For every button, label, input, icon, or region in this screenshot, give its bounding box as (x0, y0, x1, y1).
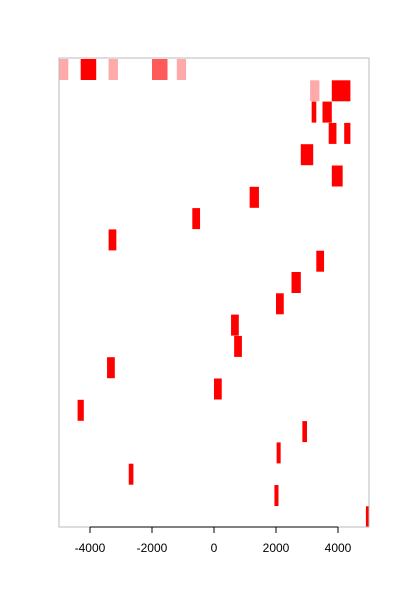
x-tick-label-4: 4000 (325, 541, 352, 555)
bar-row-2-seg-5-1 (322, 101, 332, 123)
bar-row-14-seg-17-0 (107, 357, 115, 379)
bar-row-0-seg-0-2 (176, 59, 187, 80)
bar-row-2-seg-5-0 (311, 101, 317, 123)
bar-row-15-seg-18-0 (214, 378, 222, 400)
bar-row-12-seg-15-0 (231, 314, 239, 336)
bar-row-19-seg-22-0 (128, 463, 134, 485)
x-axis: -4000 -2000 0 2000 4000 (75, 526, 352, 555)
bar-row-8-seg-11-0 (108, 229, 117, 251)
x-tick-label-2: 0 (211, 541, 218, 555)
bar-row-5-seg-8-0 (331, 165, 343, 187)
bar-row-18-seg-21-0 (276, 442, 281, 464)
bar-row-0-seg-0-0 (59, 59, 69, 80)
bar-row-0-seg-1-0 (80, 59, 97, 80)
plot-frame (58, 57, 370, 528)
bar-row-21-seg-24-0 (365, 506, 369, 528)
bar-layer (59, 59, 369, 528)
bar-row-9-seg-12-0 (316, 250, 325, 272)
x-tick-label-1: -2000 (137, 541, 168, 555)
x-tick-label-3: 2000 (263, 541, 290, 555)
bar-row-13-seg-16-0 (234, 335, 242, 357)
bar-row-0-seg-0-1 (108, 59, 118, 80)
bar-row-6-seg-9-0 (249, 186, 259, 208)
bar-row-3-seg-6-0 (328, 122, 337, 144)
x-tick-label-0: -4000 (75, 541, 106, 555)
bar-row-1-seg-4-0 (331, 80, 351, 102)
bar-row-3-seg-6-1 (344, 122, 351, 144)
bar-row-17-seg-20-0 (302, 421, 307, 443)
bar-row-4-seg-7-0 (300, 144, 314, 166)
bar-row-16-seg-19-0 (77, 399, 84, 421)
bar-row-7-seg-10-0 (192, 208, 201, 230)
bar-row-0-seg-2-0 (152, 59, 168, 80)
bar-row-20-seg-23-0 (274, 485, 279, 506)
bar-row-10-seg-13-0 (291, 272, 301, 293)
bar-row-1-seg-3-0 (310, 80, 320, 102)
bar-row-11-seg-14-0 (276, 293, 284, 315)
